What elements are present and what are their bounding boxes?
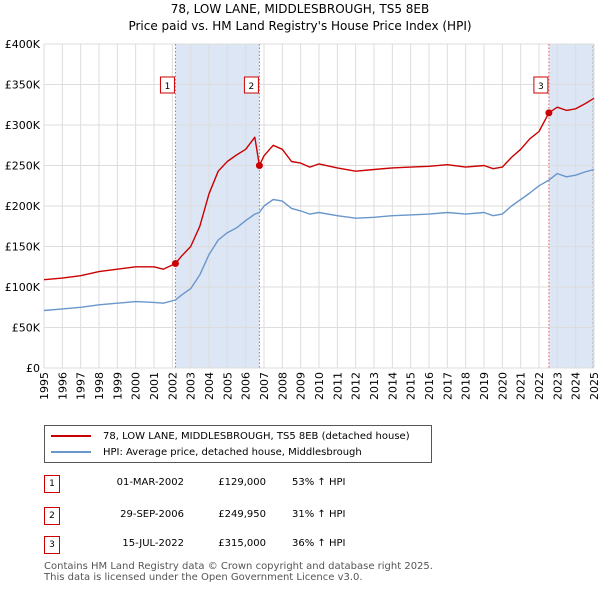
x-tick-label: 2014 — [386, 372, 399, 400]
footer-copyright: Contains HM Land Registry data © Crown c… — [44, 561, 433, 572]
transaction-number: 1 — [44, 475, 60, 493]
x-tick-label: 2003 — [185, 372, 198, 400]
transaction-point — [545, 109, 553, 117]
price-chart: 78, LOW LANE, MIDDLESBROUGH, TS5 8EB Pri… — [5, 2, 600, 400]
x-tick-label: 2018 — [460, 372, 473, 400]
transaction-point — [255, 162, 263, 170]
x-tick-label: 2006 — [240, 372, 253, 400]
transaction-hpi-change: 31% ↑ HPI — [292, 509, 346, 520]
x-tick-label: 2005 — [221, 372, 234, 400]
transaction-number: 2 — [44, 507, 60, 525]
transaction-marker-box — [243, 76, 259, 94]
x-tick-label: 2004 — [203, 372, 216, 400]
legend-swatch-property — [51, 435, 91, 437]
x-tick-label: 2016 — [423, 372, 436, 400]
x-tick-label: 1998 — [93, 372, 106, 400]
x-tick-label: 1996 — [56, 372, 69, 400]
x-tick-label: 2024 — [570, 372, 583, 400]
x-tick-label: 1995 — [38, 372, 51, 400]
y-tick-label: £350K — [5, 79, 41, 92]
footer: Contains HM Land Registry data © Crown c… — [44, 561, 433, 583]
y-tick-label: £300K — [5, 119, 41, 132]
transaction-price: £315,000 — [218, 538, 266, 549]
y-tick-label: £400K — [5, 38, 41, 51]
x-tick-label: 2021 — [515, 372, 528, 400]
transaction-hpi-change: 36% ↑ HPI — [292, 538, 346, 549]
x-tick-label: 2012 — [350, 372, 363, 400]
transaction-date: 01-MAR-2002 — [116, 477, 184, 488]
legend-swatch-hpi — [51, 451, 91, 453]
x-tick-label: 2017 — [441, 372, 454, 400]
transaction-date: 29-SEP-2006 — [120, 509, 184, 520]
y-tick-label: £100K — [5, 281, 41, 294]
property-price-line — [43, 97, 595, 281]
legend-label-property: 78, LOW LANE, MIDDLESBROUGH, TS5 8EB (de… — [103, 430, 410, 442]
transaction-marker-box — [533, 76, 549, 94]
y-tick-label: £50K — [12, 322, 41, 335]
hpi-line — [43, 168, 595, 312]
y-tick-label: £150K — [5, 241, 41, 254]
y-tick-label: £0 — [26, 362, 40, 375]
transaction-marker-label: 3 — [538, 82, 544, 92]
x-tick-label: 2009 — [295, 372, 308, 400]
x-tick-label: 2010 — [313, 372, 326, 400]
x-tick-label: 2000 — [130, 372, 143, 400]
chart-title: 78, LOW LANE, MIDDLESBROUGH, TS5 8EB — [171, 2, 430, 16]
x-tick-label: 2001 — [148, 372, 161, 400]
x-tick-label: 1997 — [75, 372, 88, 400]
transaction-marker-label: 1 — [165, 82, 171, 92]
x-tick-label: 2013 — [368, 372, 381, 400]
transaction-date: 15-JUL-2022 — [122, 538, 184, 549]
legend: 78, LOW LANE, MIDDLESBROUGH, TS5 8EB (de… — [44, 425, 432, 463]
x-tick-label: 2020 — [496, 372, 509, 400]
x-tick-label: 2025 — [588, 372, 600, 400]
legend-label-hpi: HPI: Average price, detached house, Midd… — [103, 446, 362, 458]
legend-item-hpi: HPI: Average price, detached house, Midd… — [45, 445, 362, 459]
x-tick-label: 1999 — [111, 372, 124, 400]
x-tick-label: 2002 — [166, 372, 179, 400]
x-tick-label: 2023 — [551, 372, 564, 400]
x-tick-label: 2007 — [258, 372, 271, 400]
x-tick-label: 2019 — [478, 372, 491, 400]
y-tick-label: £250K — [5, 160, 41, 173]
chart-subtitle: Price paid vs. HM Land Registry's House … — [128, 19, 471, 33]
x-tick-label: 2015 — [405, 372, 418, 400]
transaction-price: £249,950 — [218, 509, 266, 520]
y-tick-label: £200K — [5, 200, 41, 213]
transaction-number: 3 — [44, 536, 60, 554]
transaction-point — [171, 260, 179, 268]
legend-item-property: 78, LOW LANE, MIDDLESBROUGH, TS5 8EB (de… — [45, 429, 410, 443]
transaction-price: £129,000 — [218, 477, 266, 488]
transaction-marker-label: 2 — [249, 82, 255, 92]
footer-licence: This data is licensed under the Open Gov… — [44, 572, 363, 583]
transaction-hpi-change: 53% ↑ HPI — [292, 477, 346, 488]
x-tick-label: 2011 — [331, 372, 344, 400]
x-tick-label: 2008 — [276, 372, 289, 400]
x-tick-label: 2022 — [533, 372, 546, 400]
transaction-marker-box — [159, 76, 175, 94]
